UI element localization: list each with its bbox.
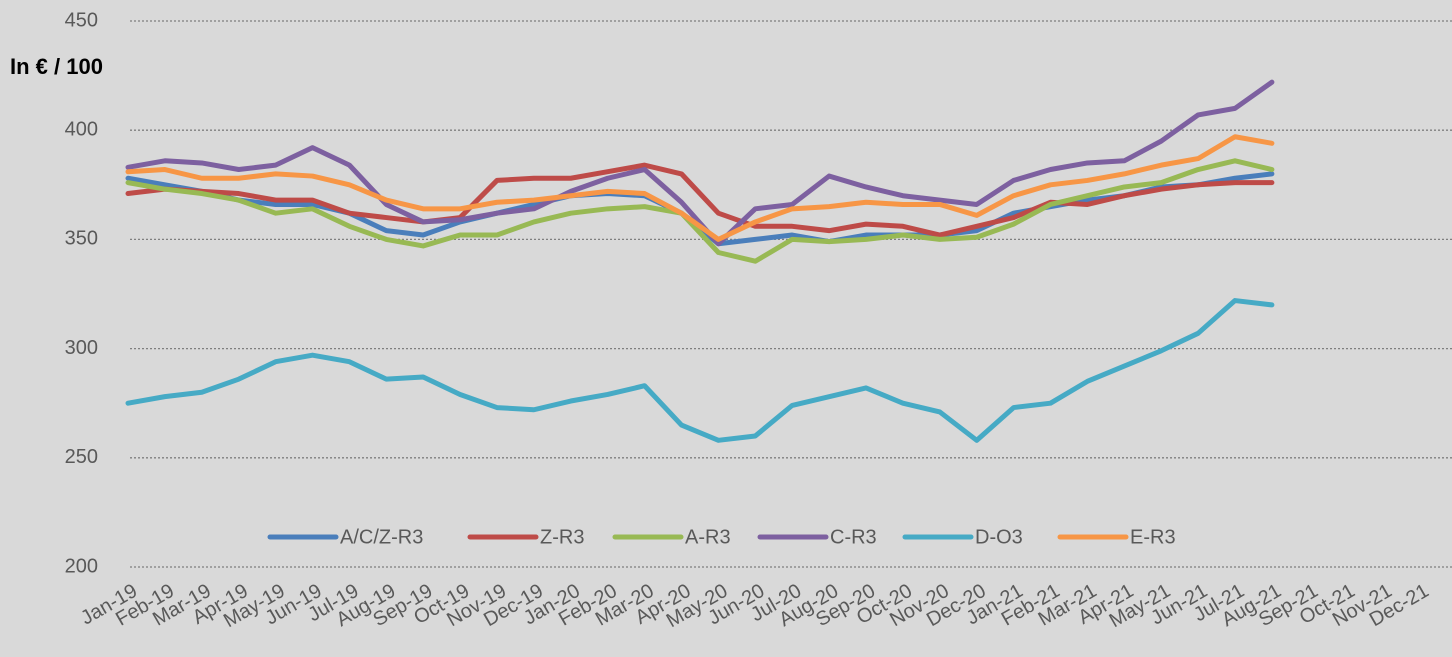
series-line [125, 134, 1275, 242]
y-tick-label: 250 [65, 446, 98, 468]
legend-label: E-R3 [1130, 526, 1176, 548]
legend-label: A-R3 [685, 526, 731, 548]
series-line [125, 79, 1275, 247]
y-axis-label: In € / 100 [10, 54, 103, 79]
y-tick-label: 300 [65, 337, 98, 359]
y-tick-label: 450 [65, 9, 98, 31]
series-line [125, 162, 1275, 238]
legend-label: C-R3 [830, 526, 877, 548]
legend-label: D-O3 [975, 526, 1023, 548]
y-tick-label: 350 [65, 228, 98, 250]
y-tick-label: 200 [65, 555, 98, 577]
legend-label: Z-R3 [540, 526, 584, 548]
y-tick-label: 400 [65, 118, 98, 140]
series-line [125, 298, 1275, 443]
legend-label: A/C/Z-R3 [340, 526, 423, 548]
series-line [125, 158, 1275, 264]
